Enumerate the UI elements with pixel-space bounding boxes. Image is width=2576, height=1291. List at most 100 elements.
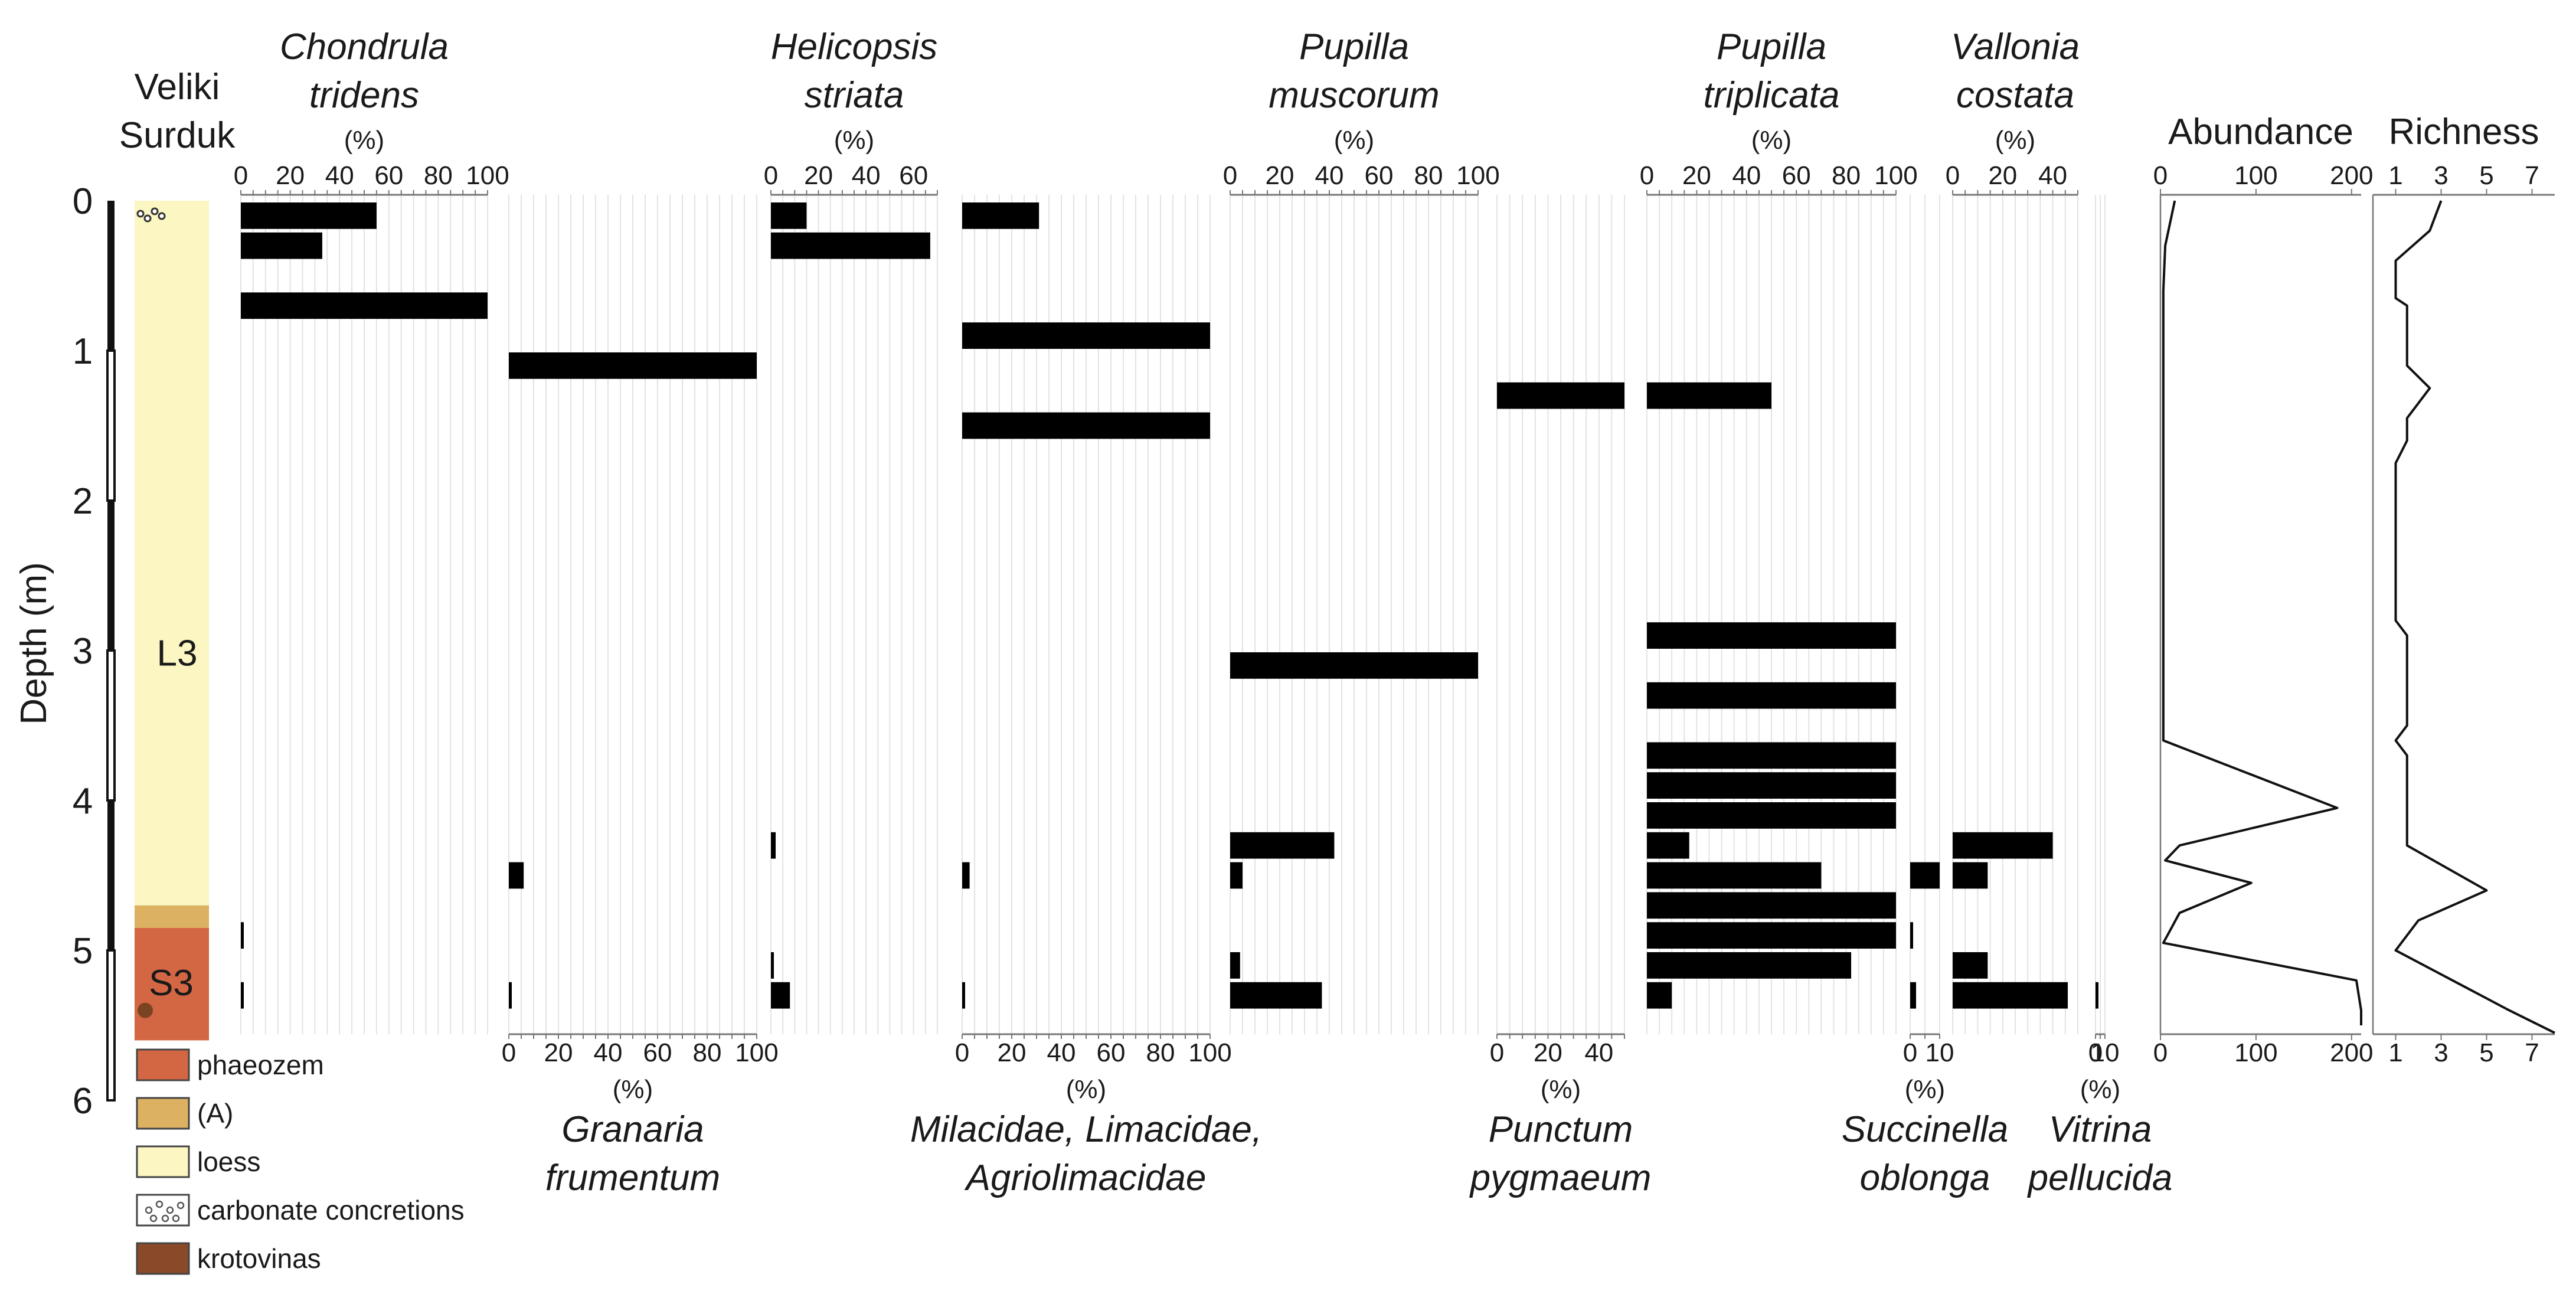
- depth-tick-label: 1: [73, 331, 93, 372]
- bar: [962, 982, 965, 1009]
- bar: [1647, 622, 1896, 649]
- bar: [1910, 982, 1916, 1009]
- bar: [1647, 742, 1896, 769]
- unit-label-s3: S3: [149, 963, 194, 1004]
- taxon-panel: 0 20 40 60 80 100 Pupilla triplicata (%): [1640, 27, 1918, 1034]
- axis-tick-label: 80: [424, 161, 453, 190]
- axis-tick-label: 100: [1456, 161, 1499, 190]
- legend-krotovina-dot: [161, 1248, 185, 1267]
- axis-tick-label: 100: [1188, 1038, 1231, 1067]
- taxon-name: frumentum: [545, 1158, 720, 1198]
- axis-tick-label: 5: [2479, 161, 2493, 190]
- panel-title: Richness: [2389, 112, 2539, 152]
- unit-label: (%): [2080, 1075, 2120, 1104]
- axis-tick-label: 0: [2088, 1038, 2103, 1067]
- taxon-panel: 0 20 40 60 80 100 (%) Milacidae, Limacidae, Agri…: [910, 195, 1262, 1198]
- depth-tick-label: 2: [73, 481, 93, 522]
- taxon-name: tridens: [309, 75, 419, 116]
- axis-tick-label: 60: [1097, 1038, 1126, 1067]
- axis-tick-label: 3: [2434, 161, 2448, 190]
- taxon-name: Vitrina: [2049, 1109, 2152, 1150]
- bar: [1230, 862, 1243, 889]
- bar: [1230, 652, 1478, 679]
- taxon-name: Agriolimacidae: [964, 1158, 1207, 1198]
- axis-tick-label: 40: [1047, 1038, 1076, 1067]
- taxon-name: Punctum: [1489, 1109, 1633, 1150]
- axis-tick-label: 60: [643, 1038, 672, 1067]
- bar: [1647, 382, 1771, 409]
- legend-swatch: [136, 1145, 190, 1178]
- bar: [2096, 982, 2098, 1009]
- taxon-name: Pupilla: [1299, 27, 1409, 67]
- axis-tick-label: 20: [804, 161, 833, 190]
- bar: [1647, 832, 1689, 859]
- axis-tick-label: 60: [374, 161, 403, 190]
- legend-label: krotovinas: [197, 1243, 321, 1274]
- taxon-name: pygmaeum: [1469, 1158, 1652, 1198]
- legend-label: loess: [197, 1146, 260, 1177]
- carbonate-concretion-symbol: [158, 212, 166, 220]
- taxon-name: oblonga: [1860, 1158, 1990, 1198]
- bar: [771, 202, 807, 229]
- depth-tick-label: 6: [73, 1081, 93, 1122]
- axis-tick-label: 100: [2234, 161, 2277, 190]
- depth-tick-label: 4: [73, 781, 93, 822]
- bar: [241, 292, 488, 319]
- axis-tick-label: 40: [1584, 1038, 1613, 1067]
- axis-tick-label: 20: [1988, 161, 2017, 190]
- bar: [771, 832, 776, 859]
- axis-tick-label: 0: [502, 1038, 516, 1067]
- carbonate-concretion-symbol: [136, 210, 145, 218]
- unit-label: (%): [1334, 126, 1374, 155]
- taxon-panel: 0 20 40 60 80 100 Pupilla muscorum (%): [1223, 27, 1500, 1034]
- axis-tick-label: 60: [1782, 161, 1811, 190]
- axis-tick-label: 80: [1832, 161, 1861, 190]
- legend: phaeozem (A) loess carbonate concretions kro…: [136, 1048, 465, 1275]
- bar: [771, 952, 774, 979]
- depth-scale-segment-open: [106, 349, 116, 502]
- axis-tick-label: 100: [2234, 1038, 2277, 1067]
- unit-label: (%): [344, 126, 384, 155]
- legend-concretion-dot: [172, 1214, 180, 1223]
- taxa-panels: 0 20 40 60 80 100 Chondrula tridens (%) 0 20 40 60 80…: [234, 27, 2173, 1198]
- unit-label: (%): [834, 126, 874, 155]
- section-title-line2: Surduk: [119, 115, 236, 156]
- taxon-name: triplicata: [1704, 75, 1840, 116]
- axis-tick-label: 40: [1315, 161, 1344, 190]
- unit-label: (%): [1751, 126, 1792, 155]
- bar: [1647, 802, 1896, 829]
- taxon-name: Chondrula: [280, 27, 449, 67]
- layer-phaeozem: [135, 927, 209, 1041]
- axis-tick-label: 100: [735, 1038, 778, 1067]
- legend-label: phaeozem: [197, 1050, 324, 1080]
- axis-tick-label: 40: [1732, 161, 1761, 190]
- unit-label: (%): [1541, 1075, 1581, 1104]
- taxon-panel: 0 20 40 60 Helicopsis striata (%): [764, 27, 938, 1034]
- bar: [1953, 862, 1988, 889]
- bar: [962, 412, 1210, 439]
- axis-tick-label: 0: [955, 1038, 969, 1067]
- taxon-name: Milacidae, Limacidae,: [910, 1109, 1262, 1150]
- depth-axis-label: Depth (m): [14, 562, 54, 725]
- axis-tick-label: 20: [1534, 1038, 1562, 1067]
- legend-label: carbonate concretions: [197, 1195, 465, 1225]
- unit-label: (%): [1905, 1075, 1945, 1104]
- axis-tick-label: 0: [1223, 161, 1237, 190]
- legend-concretion-dot: [176, 1201, 185, 1210]
- taxon-name: costata: [1956, 75, 2074, 116]
- bar: [771, 982, 790, 1009]
- bar: [1953, 982, 2068, 1009]
- bar: [1953, 952, 1988, 979]
- taxon-name: Vallonia: [1951, 27, 2080, 67]
- richness-panel: Richness 1 3 5 7 1 3 5 7: [2372, 112, 2555, 1067]
- bar: [1647, 922, 1896, 949]
- axis-tick-label: 60: [1365, 161, 1394, 190]
- bar: [1647, 892, 1896, 919]
- axis-tick-label: 7: [2525, 161, 2539, 190]
- axis-tick-label: 0: [1903, 1038, 1917, 1067]
- bar: [962, 202, 1039, 229]
- axis-tick-label: 40: [852, 161, 881, 190]
- axis-tick-label: 20: [1682, 161, 1711, 190]
